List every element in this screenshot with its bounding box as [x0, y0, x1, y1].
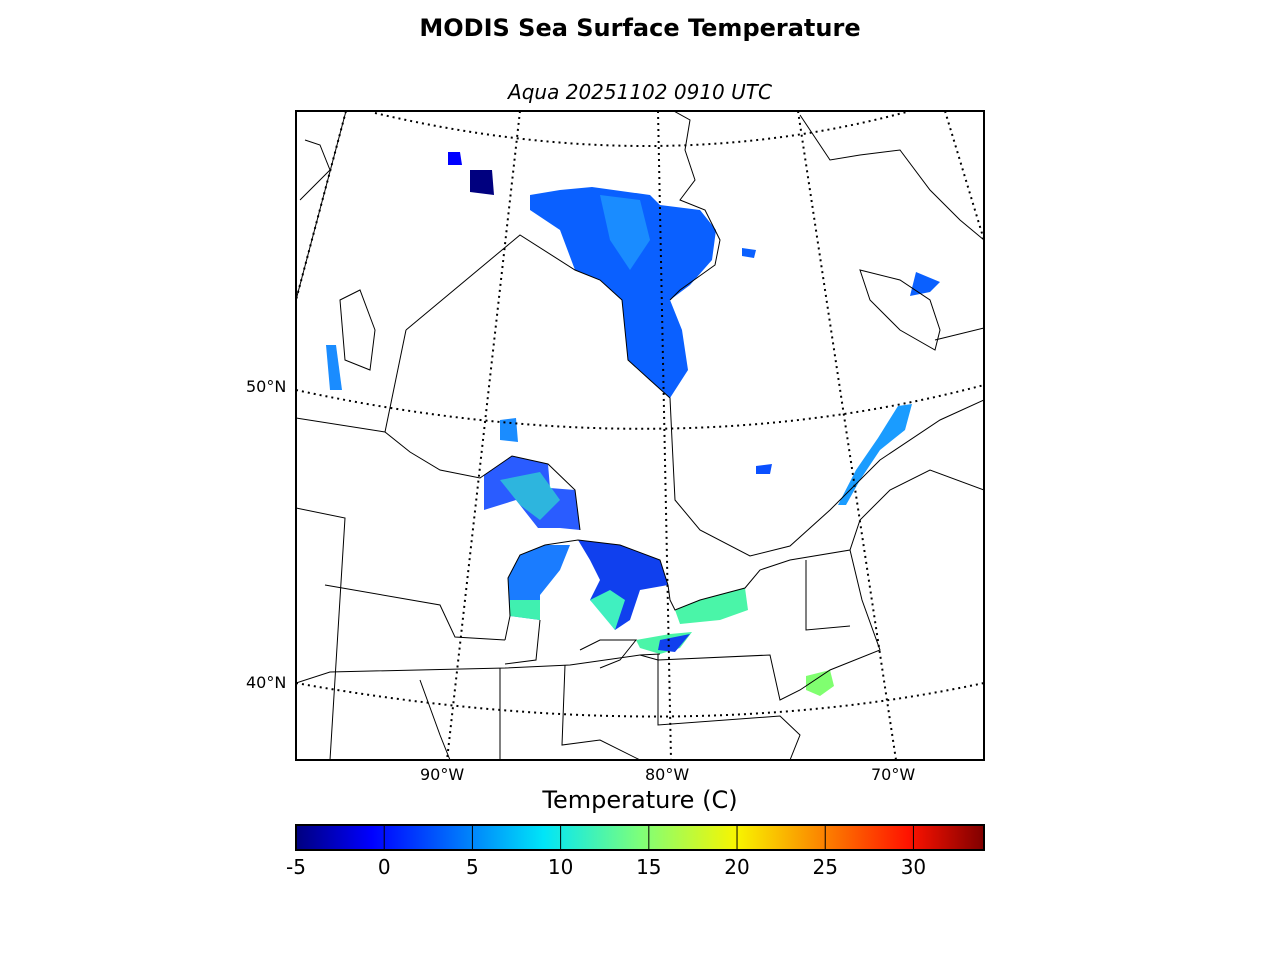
parallel-50n: [296, 384, 984, 430]
colorbar-tick-label: 10: [547, 855, 574, 879]
figure-title: MODIS Sea Surface Temperature: [419, 14, 861, 42]
colorbar-tick-label: 25: [812, 855, 838, 879]
lon-label-90w: 90°W: [420, 765, 465, 784]
graticule: [296, 111, 984, 760]
colorbar-tick-label: 30: [900, 855, 927, 879]
lon-label-80w: 80°W: [645, 765, 690, 784]
meridian-80w: [657, 111, 672, 760]
colorbar: [295, 824, 985, 851]
lat-label-40n: 40°N: [246, 673, 287, 692]
colorbar-tick-label: -5: [286, 855, 306, 879]
figure-subtitle: Aqua 20251102 0910 UTC: [508, 80, 772, 104]
sst-st-lawrence: [838, 404, 912, 505]
coastlines-borders: [296, 111, 984, 760]
colorbar-gradient: [295, 824, 985, 851]
sst-lake-ontario: [675, 588, 748, 624]
map-frame: [295, 110, 985, 761]
colorbar-tick-label: 0: [377, 855, 391, 879]
sst-lake-winnipeg: [326, 345, 342, 390]
sst-data: [326, 152, 940, 696]
parallel-40n: [296, 682, 984, 718]
meridian-60w: [944, 111, 984, 241]
lon-label-70w: 70°W: [871, 765, 916, 784]
sst-lake-huron: [578, 540, 668, 630]
meridian-90w: [446, 111, 521, 760]
colorbar-tick-label: 15: [636, 855, 662, 879]
sst-hudson-james-bay: [530, 187, 716, 398]
colorbar-tick-label: 5: [466, 855, 479, 879]
parallel-60n: [374, 111, 911, 147]
lat-label-50n: 50°N: [246, 377, 287, 396]
meridian-70w: [797, 111, 897, 760]
colorbar-label: Temperature (C): [542, 786, 738, 814]
meridian-100w: [296, 111, 347, 301]
colorbar-tick-label: 20: [724, 855, 750, 879]
